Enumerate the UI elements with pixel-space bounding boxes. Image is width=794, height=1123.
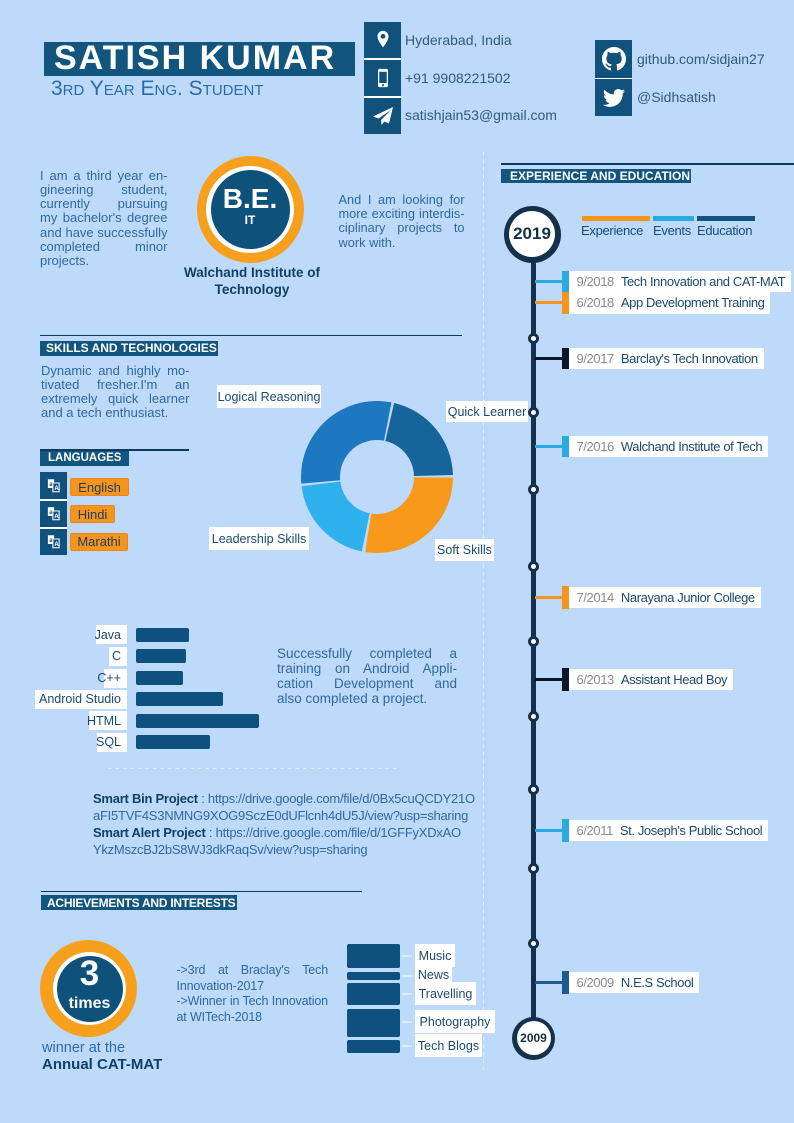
svg-text:A: A bbox=[54, 485, 59, 492]
svg-text:a: a bbox=[49, 481, 53, 488]
svg-text:A: A bbox=[54, 541, 59, 548]
svg-text:A: A bbox=[54, 513, 59, 520]
svg-text:a: a bbox=[49, 509, 53, 516]
svg-text:a: a bbox=[49, 537, 53, 544]
